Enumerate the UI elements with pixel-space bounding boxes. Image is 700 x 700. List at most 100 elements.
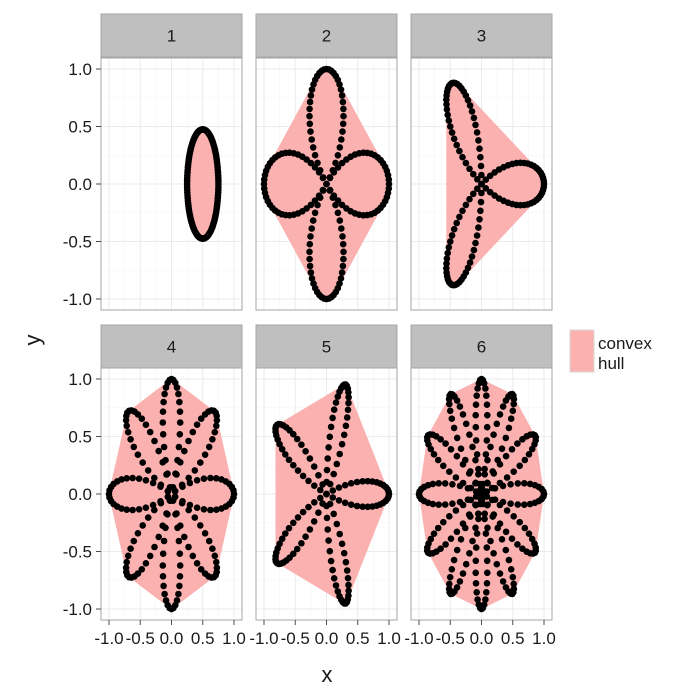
data-point [290, 550, 297, 558]
data-point [343, 414, 351, 421]
data-point [493, 560, 501, 568]
data-point [440, 462, 447, 470]
data-point [209, 545, 216, 552]
data-point [339, 120, 347, 128]
facet-strip-3 [410, 13, 553, 58]
data-point [456, 403, 464, 410]
data-point [510, 585, 518, 593]
facet-strip-5 [255, 324, 398, 369]
data-point [344, 574, 352, 582]
data-point [159, 431, 167, 438]
data-point [308, 225, 316, 232]
data-point [472, 423, 480, 431]
data-point [186, 501, 194, 509]
data-point [482, 385, 489, 392]
data-point [171, 493, 179, 501]
data-point [340, 549, 348, 557]
panel-border-2 [255, 57, 398, 311]
data-point [364, 477, 372, 485]
data-point [146, 428, 154, 436]
y-tick-label: 1.0 [68, 60, 92, 79]
data-point [441, 501, 449, 508]
data-point [483, 544, 491, 551]
data-point [338, 136, 345, 143]
data-point [290, 461, 297, 469]
data-point [473, 589, 481, 596]
data-point [129, 474, 136, 482]
data-point [335, 484, 343, 491]
data-point [189, 428, 197, 436]
data-point [164, 511, 171, 518]
data-point [197, 459, 204, 466]
data-point [452, 474, 460, 481]
data-point [468, 253, 476, 260]
data-point [445, 395, 453, 403]
data-point [285, 456, 293, 464]
data-point [334, 209, 342, 217]
data-point [181, 447, 188, 455]
data-point [345, 592, 352, 599]
data-point [230, 494, 237, 501]
data-point [315, 509, 322, 516]
data-point [160, 443, 168, 451]
data-point [345, 399, 352, 407]
data-point [446, 468, 453, 476]
data-point [178, 481, 186, 489]
data-point [478, 189, 485, 197]
data-point [343, 567, 351, 574]
panel-border-3 [410, 57, 553, 311]
data-point [205, 443, 213, 451]
data-point [437, 545, 444, 552]
data-point [176, 573, 184, 580]
data-point [306, 255, 313, 263]
data-point [369, 478, 376, 485]
data-point [476, 145, 483, 152]
data-point [176, 419, 184, 426]
data-point [209, 436, 216, 443]
data-point [151, 543, 158, 551]
data-point [464, 496, 472, 504]
data-point [142, 421, 150, 429]
data-point [302, 448, 309, 455]
data-point [446, 573, 454, 581]
data-point [493, 420, 501, 428]
data-point [211, 428, 219, 436]
data-point [462, 524, 469, 532]
data-point [122, 417, 130, 424]
data-point [185, 437, 192, 445]
data-point [316, 167, 324, 174]
data-point [453, 141, 461, 149]
data-point [160, 582, 167, 590]
convex-hull-1 [187, 129, 219, 239]
data-point [213, 475, 220, 482]
data-point [450, 424, 458, 432]
data-point [159, 562, 167, 569]
data-point [502, 546, 510, 554]
data-point [347, 480, 355, 487]
data-point [514, 501, 522, 508]
data-point [175, 443, 183, 451]
data-point [311, 482, 318, 490]
data-point [149, 501, 157, 509]
data-point [330, 575, 338, 582]
data-point [347, 501, 355, 509]
data-point [157, 481, 165, 489]
data-point [462, 560, 470, 568]
data-point [496, 411, 504, 418]
data-point [276, 440, 283, 448]
data-point [314, 159, 321, 167]
data-point [306, 240, 314, 248]
data-point [446, 400, 453, 408]
data-point [327, 423, 335, 431]
data-point [134, 570, 142, 577]
data-point [197, 566, 205, 573]
data-point [499, 403, 507, 410]
data-point [514, 541, 521, 548]
data-point [323, 180, 330, 188]
data-point [453, 528, 461, 536]
data-point [175, 590, 182, 598]
data-point [173, 597, 181, 604]
data-point [330, 192, 338, 199]
data-point [151, 474, 158, 482]
